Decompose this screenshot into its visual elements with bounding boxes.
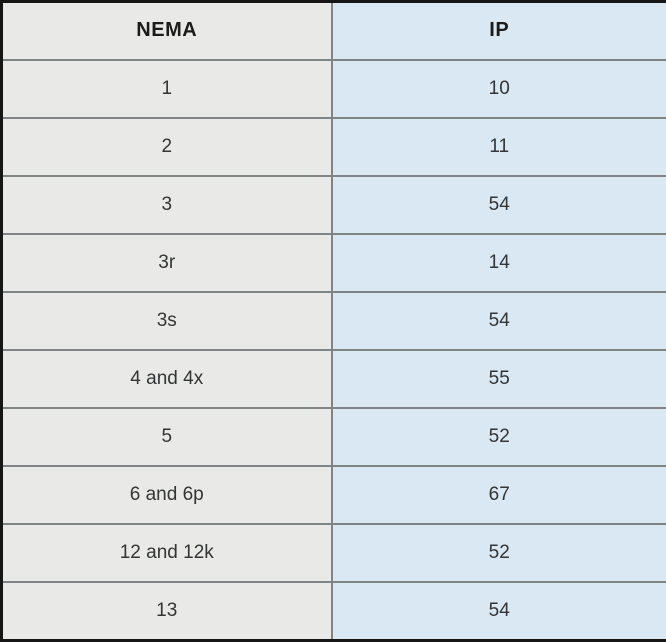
nema-cell: 2	[0, 116, 333, 177]
ip-cell: 11	[330, 116, 666, 177]
ip-cell: 54	[330, 581, 666, 642]
nema-cell: 13	[0, 581, 333, 642]
nema-cell: 3r	[0, 232, 333, 293]
table-row: 2 11	[0, 116, 666, 177]
nema-cell: 12 and 12k	[0, 523, 333, 584]
header-cell-ip: IP	[330, 0, 666, 61]
table-row: 4 and 4x 55	[0, 348, 666, 410]
ip-cell: 54	[330, 290, 666, 351]
table-row: 3r 14	[0, 232, 666, 293]
nema-cell: 3	[0, 174, 333, 235]
nema-cell: 6 and 6p	[0, 465, 333, 526]
table-row: 13 54	[0, 581, 666, 642]
table-row: 6 and 6p 67	[0, 465, 666, 526]
ip-cell: 55	[330, 348, 666, 410]
table-row: 3s 54	[0, 290, 666, 351]
ip-cell: 52	[330, 407, 666, 468]
ip-cell: 10	[330, 58, 666, 119]
nema-cell: 4 and 4x	[0, 348, 333, 410]
table-row: 12 and 12k 52	[0, 523, 666, 584]
ip-cell: 52	[330, 523, 666, 584]
nema-cell: 1	[0, 58, 333, 119]
header-row: NEMA IP	[0, 0, 666, 61]
ip-cell: 54	[330, 174, 666, 235]
nema-cell: 3s	[0, 290, 333, 351]
header-cell-nema: NEMA	[0, 0, 333, 61]
nema-cell: 5	[0, 407, 333, 468]
table-row: 1 10	[0, 58, 666, 119]
ip-cell: 67	[330, 465, 666, 526]
ip-cell: 14	[330, 232, 666, 293]
table-row: 3 54	[0, 174, 666, 235]
table-row: 5 52	[0, 407, 666, 468]
